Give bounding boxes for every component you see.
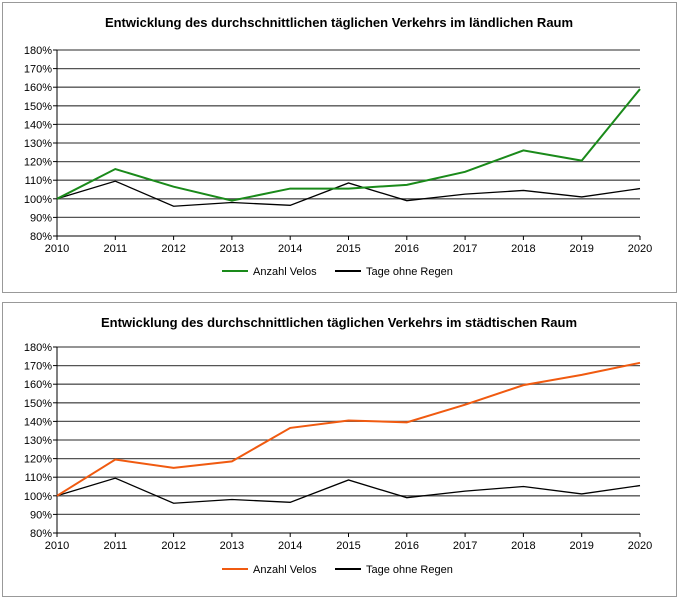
y-tick-label: 120% bbox=[24, 157, 52, 169]
x-tick-label: 2012 bbox=[161, 243, 185, 255]
y-tick-label: 110% bbox=[25, 175, 53, 187]
legend-label: Anzahl Velos bbox=[253, 266, 317, 278]
x-tick-label: 2016 bbox=[395, 243, 419, 255]
legend-label: Anzahl Velos bbox=[253, 564, 317, 576]
y-tick-label: 150% bbox=[24, 398, 52, 410]
chart-panel-2: Entwicklung des durchschnittlichen tägli… bbox=[2, 302, 677, 597]
x-tick-label: 2016 bbox=[395, 540, 419, 552]
y-tick-label: 180% bbox=[24, 342, 52, 354]
x-tick-label: 2020 bbox=[628, 540, 652, 552]
y-tick-label: 90% bbox=[30, 509, 52, 521]
y-tick-label: 120% bbox=[24, 454, 52, 466]
x-tick-label: 2012 bbox=[161, 540, 185, 552]
x-tick-label: 2018 bbox=[511, 540, 535, 552]
x-tick-label: 2013 bbox=[220, 243, 244, 255]
x-tick-label: 2018 bbox=[511, 243, 535, 255]
y-tick-label: 100% bbox=[24, 491, 52, 503]
legend-label: Tage ohne Regen bbox=[366, 564, 453, 576]
y-tick-label: 160% bbox=[24, 82, 52, 94]
y-tick-label: 130% bbox=[24, 138, 52, 150]
series-line-anzahl-velos bbox=[56, 88, 641, 202]
y-tick-label: 160% bbox=[24, 379, 52, 391]
x-tick-label: 2011 bbox=[103, 243, 127, 255]
y-tick-label: 140% bbox=[24, 119, 52, 131]
y-tick-label: 170% bbox=[24, 64, 52, 76]
legend-label: Tage ohne Regen bbox=[366, 266, 453, 278]
x-tick-label: 2017 bbox=[453, 540, 477, 552]
x-tick-label: 2010 bbox=[45, 540, 69, 552]
x-tick-label: 2015 bbox=[336, 243, 360, 255]
x-tick-label: 2020 bbox=[628, 243, 652, 255]
chart-title: Entwicklung des durchschnittlichen tägli… bbox=[105, 15, 573, 30]
y-tick-label: 150% bbox=[24, 101, 52, 113]
x-tick-label: 2014 bbox=[278, 540, 302, 552]
y-tick-label: 140% bbox=[24, 416, 52, 428]
chart-title: Entwicklung des durchschnittlichen tägli… bbox=[101, 315, 577, 330]
x-tick-label: 2014 bbox=[278, 243, 302, 255]
y-tick-label: 130% bbox=[24, 435, 52, 447]
series-line-tage-ohne-regen bbox=[56, 477, 641, 504]
x-tick-label: 2019 bbox=[569, 243, 593, 255]
y-tick-label: 80% bbox=[30, 528, 52, 540]
x-tick-label: 2017 bbox=[453, 243, 477, 255]
chart-panel-1: Entwicklung des durchschnittlichen tägli… bbox=[2, 2, 677, 293]
x-tick-label: 2015 bbox=[336, 540, 360, 552]
x-tick-label: 2011 bbox=[103, 540, 127, 552]
x-tick-label: 2010 bbox=[45, 243, 69, 255]
y-tick-label: 170% bbox=[24, 361, 52, 373]
y-tick-label: 80% bbox=[30, 231, 52, 243]
series-line-tage-ohne-regen bbox=[56, 180, 641, 207]
y-tick-label: 110% bbox=[25, 472, 53, 484]
y-tick-label: 90% bbox=[30, 212, 52, 224]
chart-border bbox=[2, 2, 677, 293]
series-line-anzahl-velos bbox=[56, 361, 641, 497]
x-tick-label: 2013 bbox=[220, 540, 244, 552]
chart-border bbox=[2, 302, 677, 597]
y-tick-label: 100% bbox=[24, 194, 52, 206]
x-tick-label: 2019 bbox=[569, 540, 593, 552]
y-tick-label: 180% bbox=[24, 45, 52, 57]
